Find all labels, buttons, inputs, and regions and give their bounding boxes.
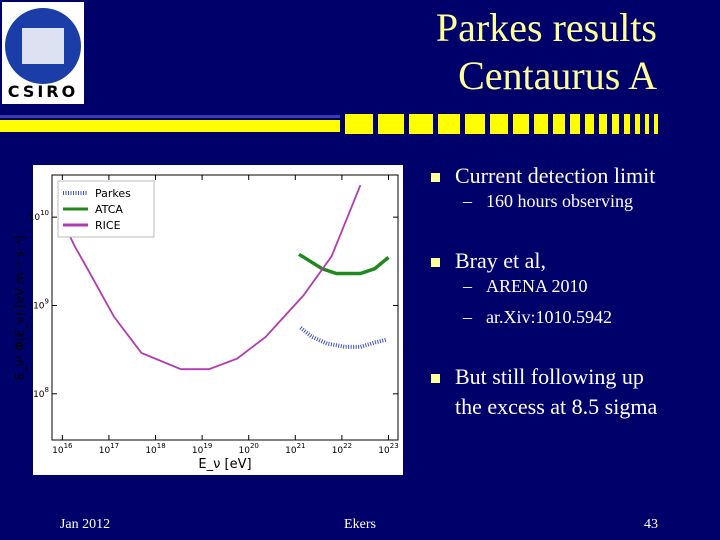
bullet-marker [431, 374, 440, 383]
legend-label: ATCA [95, 203, 123, 216]
x-tick-label: 1017 [99, 442, 119, 456]
x-tick-label: 1023 [378, 442, 398, 456]
bullet-text: Current detection limit [455, 163, 655, 188]
bullet-marker [431, 173, 440, 182]
sub-bullet-text: ar.Xiv:1010.5942 [486, 307, 612, 327]
sub-bullet-dash: – [462, 191, 473, 211]
y-axis-label: E_ν² Φ(E_ν) [eV m⁻² s⁻¹] [13, 235, 27, 380]
x-tick-label: 1021 [285, 442, 305, 456]
y-tick-label: 1010 [29, 209, 49, 223]
sub-bullet-dash: – [462, 307, 473, 327]
page-number: 43 [644, 517, 658, 532]
bullet-text: the excess at 8.5 sigma [455, 394, 657, 419]
bullet-marker [431, 258, 440, 267]
logo-text: CSIRO [8, 82, 78, 101]
x-tick-label: 1016 [52, 442, 73, 456]
series-line [61, 184, 362, 371]
logo: CSIRO [2, 2, 84, 104]
legend-label: RICE [95, 219, 121, 232]
sub-bullet-text: 160 hours observing [486, 191, 633, 211]
slide-title: Centaurus A [458, 53, 657, 98]
x-tick-label: 1022 [332, 442, 352, 456]
sub-bullet-dash: – [462, 276, 473, 296]
series-line [298, 252, 390, 276]
x-tick-label: 1020 [239, 442, 259, 456]
y-tick-label: 108 [33, 386, 49, 400]
sub-bullet-text: ARENA 2010 [486, 276, 588, 296]
legend-label: Parkes [95, 187, 131, 200]
footer-date: Jan 2012 [60, 517, 110, 532]
x-tick-label: 1018 [145, 442, 165, 456]
bullet-text: Bray et al, [455, 248, 546, 273]
bullet-text: But still following up [455, 364, 644, 389]
plot-frame [51, 174, 399, 441]
title-bar [0, 114, 658, 134]
y-tick-label: 109 [33, 297, 49, 311]
footer-author: Ekers [344, 517, 376, 532]
x-tick-label: 1019 [192, 442, 212, 456]
x-axis-label: E_ν [eV] [198, 457, 251, 472]
slide-title: Parkes results [436, 5, 657, 50]
